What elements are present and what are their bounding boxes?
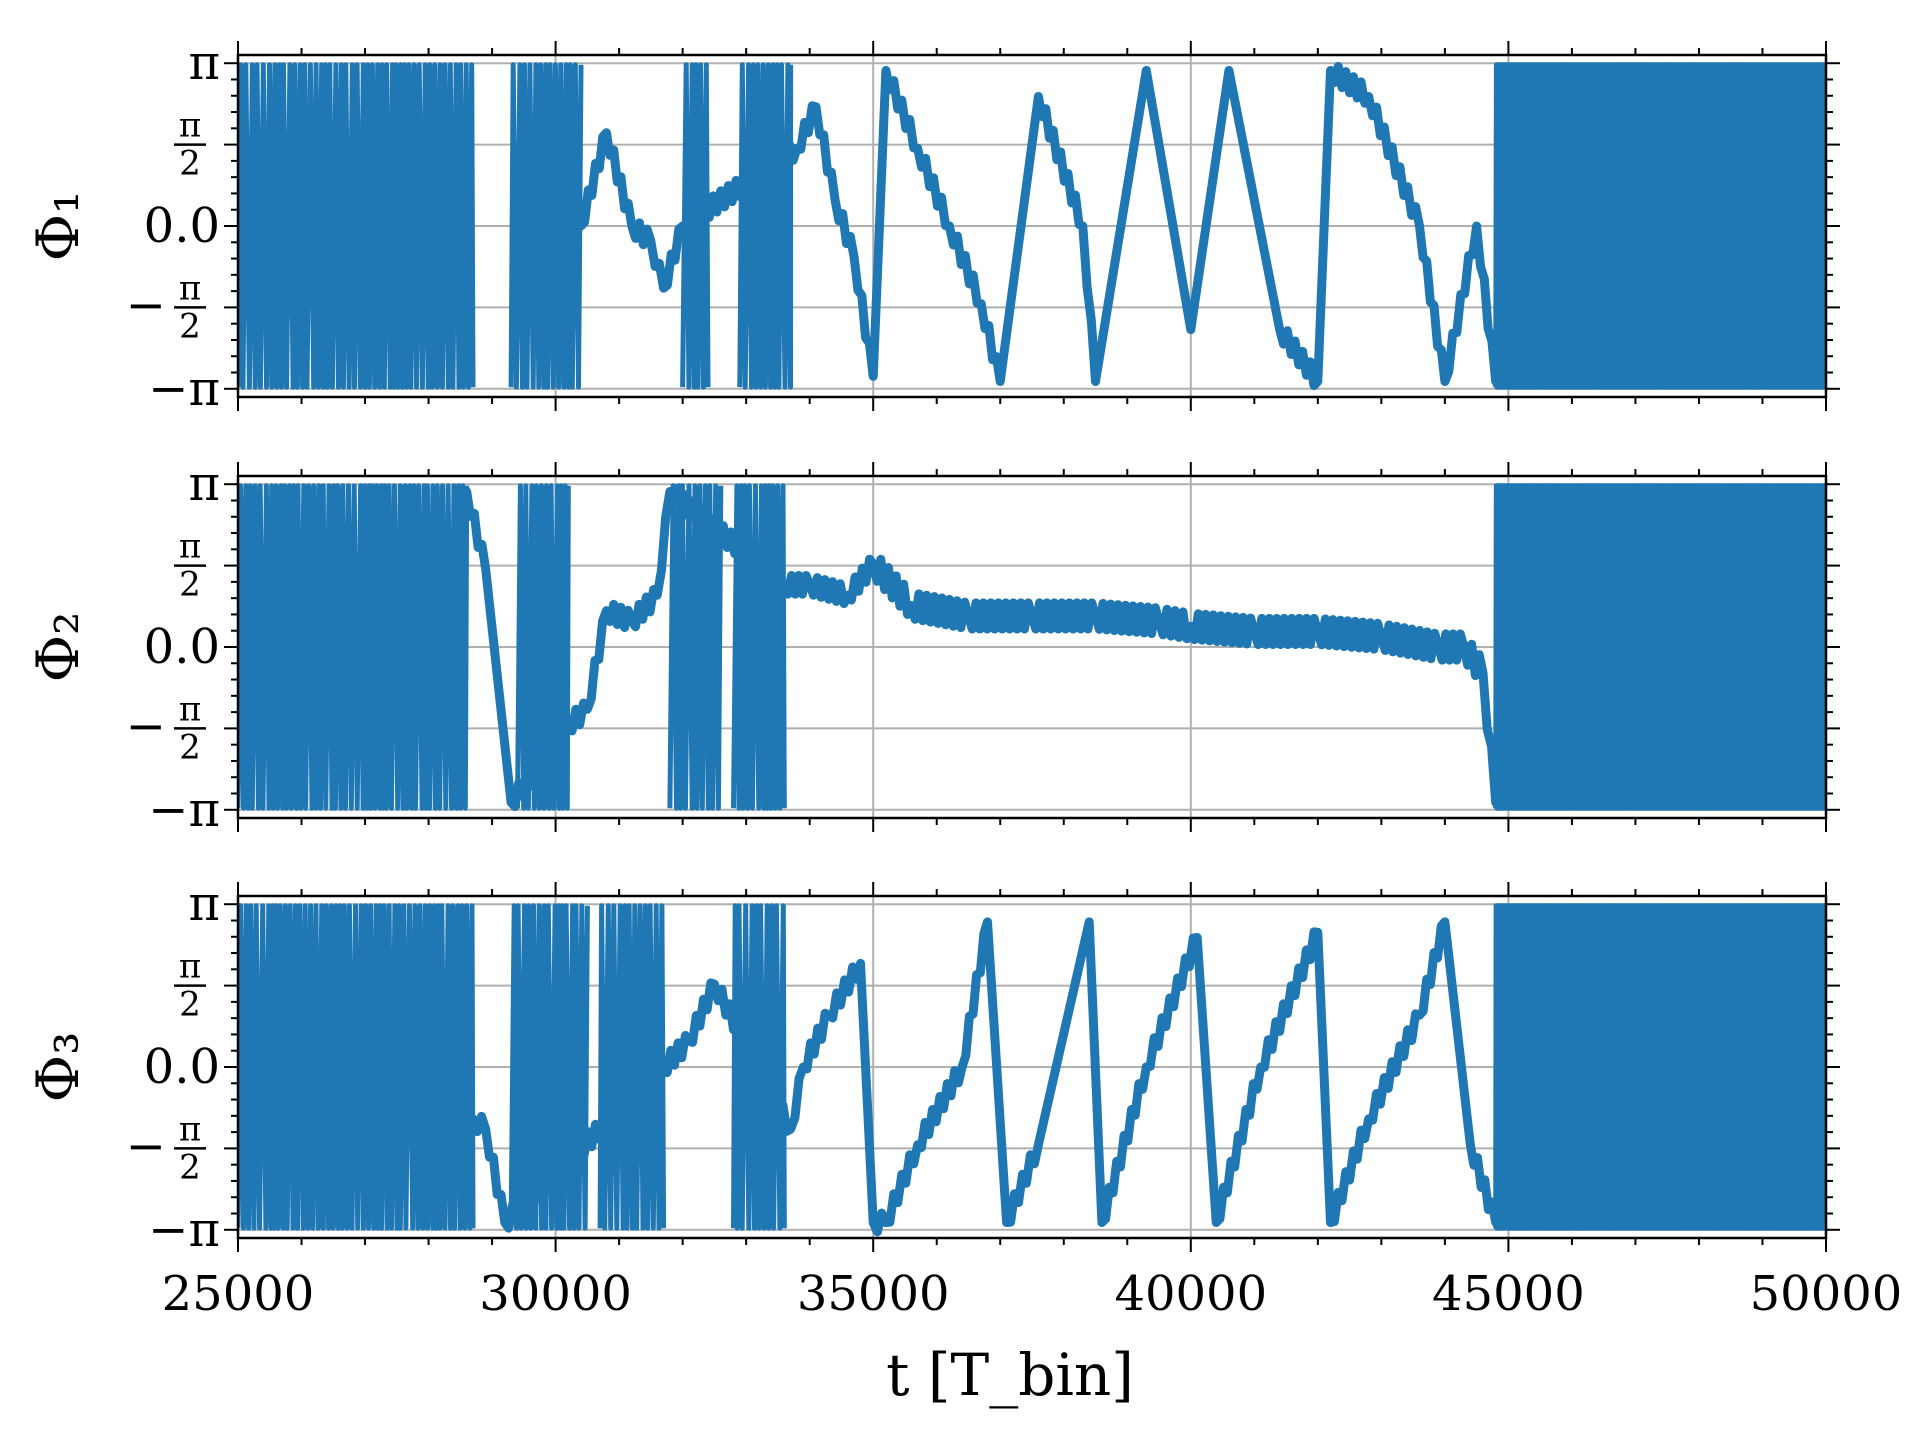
y-tick-denominator: 2 (179, 1147, 201, 1187)
series-line (462, 483, 1501, 812)
y-tick-minus: − (126, 1118, 166, 1174)
series-dense-segment (1493, 903, 1826, 1231)
series (238, 483, 1826, 812)
y-axis-label: Φ₃ (24, 1032, 92, 1103)
y-tick-numerator: π (179, 268, 201, 308)
series-dense-segment (515, 483, 571, 811)
ticks (224, 882, 1840, 1252)
y-tick-denominator: 2 (179, 306, 201, 346)
series-dense-segment (667, 483, 724, 811)
ticks (224, 41, 1840, 411)
x-tick-labels: 25000 30000 35000 40000 45000 50000 (162, 1266, 1903, 1322)
y-tick-label: −π (148, 361, 220, 417)
y-tick-label: π (188, 456, 220, 512)
y-axis-label: Φ₁ (24, 191, 92, 262)
series-dense-segment (1493, 483, 1826, 811)
y-tick-denominator: 2 (179, 985, 201, 1025)
series-dense-segment (680, 62, 711, 390)
y-tick-numerator: π (179, 947, 201, 987)
series-dense-segment (238, 62, 476, 390)
y-tick-minus: − (126, 698, 166, 754)
series-dense-segment (597, 903, 667, 1231)
y-tick-label: −π (148, 782, 220, 838)
y-tick-denominator: 2 (179, 144, 201, 184)
y-tick-label: −π (148, 1202, 220, 1258)
y-tick-minus: − (126, 277, 166, 333)
y-tick-label: π (188, 876, 220, 932)
x-axis-label: t [T_bin] (886, 1341, 1134, 1409)
series-dense-segment (508, 62, 584, 390)
x-tick-label: 50000 (1750, 1266, 1903, 1322)
y-tick-numerator: π (179, 527, 201, 567)
series-dense-segment (238, 903, 476, 1231)
y-tick-numerator: π (179, 1109, 201, 1149)
y-tick-numerator: π (179, 689, 201, 729)
series-line (576, 61, 1501, 391)
x-tick-label: 45000 (1432, 1266, 1585, 1322)
series-dense-segment (731, 483, 787, 811)
series-dense-segment (238, 483, 470, 811)
series-dense-segment (737, 62, 794, 390)
ticks (224, 462, 1840, 832)
x-tick-label: 40000 (1114, 1266, 1267, 1322)
y-tick-denominator: 2 (179, 727, 201, 767)
series-dense-segment (731, 903, 787, 1231)
y-axis-label: Φ₂ (24, 612, 92, 683)
x-tick-label: 25000 (162, 1266, 315, 1322)
y-tick-label: 0.0 (144, 1039, 220, 1095)
y-tick-numerator: π (179, 106, 201, 146)
y-tick-label: π (188, 35, 220, 91)
series-dense-segment (1493, 62, 1826, 390)
y-tick-label: 0.0 (144, 619, 220, 675)
y-tick-denominator: 2 (179, 565, 201, 605)
x-tick-label: 30000 (479, 1266, 632, 1322)
series-dense-segment (508, 903, 590, 1231)
y-tick-label: 0.0 (144, 198, 220, 254)
series (238, 903, 1826, 1237)
series (238, 61, 1826, 391)
series-line (468, 917, 1501, 1237)
x-tick-label: 35000 (797, 1266, 950, 1322)
